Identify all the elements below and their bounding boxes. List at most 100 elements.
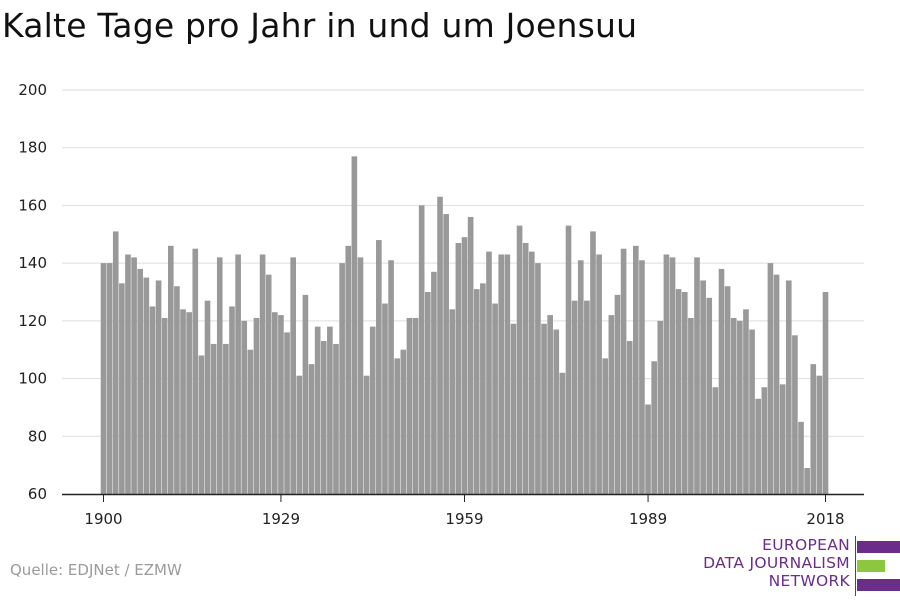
bar-1972	[541, 323, 547, 494]
logo-bar-middle	[857, 560, 885, 572]
x-tick-label-1989: 1989	[629, 510, 667, 528]
bar-1916	[198, 355, 205, 494]
bar-1913	[180, 309, 186, 494]
bar-chart: 60 80 100 120 140 160 180 200 1900 1929 1959 1989 20…	[18, 81, 864, 528]
bar-1969	[522, 242, 529, 494]
bar-2001	[718, 268, 725, 494]
bar-1979	[584, 300, 590, 494]
bar-1949	[400, 349, 407, 494]
bar-1981	[596, 254, 602, 494]
bar-2007	[755, 398, 762, 494]
bar-1989	[645, 404, 651, 494]
bar-2013	[792, 335, 798, 494]
bar-1921	[229, 306, 235, 494]
bar-1962	[480, 283, 486, 494]
bar-1946	[382, 303, 388, 494]
bar-1986	[626, 341, 633, 494]
bar-2014	[798, 421, 804, 494]
bar-1988	[639, 260, 645, 494]
bar-1963	[486, 251, 492, 494]
bar-2000	[712, 387, 719, 494]
bar-1901	[106, 263, 113, 494]
bar-2002	[724, 286, 731, 494]
bar-1933	[302, 294, 309, 494]
bar-1955	[437, 196, 443, 494]
bar-2016	[810, 364, 817, 494]
x-tick-label-1929: 1929	[262, 510, 300, 528]
bar-1902	[112, 231, 119, 494]
chart-title: Kalte Tage pro Jahr in und um Joensuu	[2, 6, 638, 45]
bar-2003	[730, 317, 737, 494]
bar-2006	[749, 329, 755, 494]
bar-1951	[412, 317, 419, 494]
bar-1985	[620, 248, 627, 494]
bar-1910	[161, 317, 168, 494]
bar-1915	[192, 248, 199, 494]
y-tick-label-120: 120	[18, 312, 47, 330]
bar-1938	[333, 343, 339, 494]
bar-1934	[308, 364, 315, 494]
bar-1914	[186, 312, 192, 494]
bar-1965	[498, 254, 505, 494]
bar-2010	[773, 274, 780, 494]
logo-bar-bottom	[857, 579, 900, 591]
bar-1924	[247, 349, 254, 494]
y-tick-label-200: 200	[18, 81, 47, 99]
y-tick-label-60: 60	[28, 485, 47, 503]
bar-1994	[675, 289, 682, 494]
bar-1980	[590, 231, 596, 494]
bar-2005	[743, 309, 749, 494]
bar-1954	[431, 271, 437, 494]
bar-1983	[608, 315, 615, 494]
x-tick-label-1900: 1900	[84, 510, 122, 528]
bar-1990	[651, 361, 657, 494]
bar-1911	[167, 245, 174, 494]
bar-1932	[296, 375, 303, 494]
bar-2015	[804, 468, 810, 494]
bar-1970	[528, 251, 535, 494]
bar-1931	[290, 257, 296, 494]
bar-1964	[492, 303, 498, 494]
y-tick-label-100: 100	[18, 370, 47, 388]
bar-1923	[241, 320, 248, 494]
bar-1903	[119, 283, 125, 494]
bar-1922	[235, 254, 241, 494]
y-tick-label-160: 160	[18, 196, 47, 214]
source-note: Quelle: EDJNet / EZMW	[10, 561, 182, 579]
bar-1997	[694, 257, 700, 494]
bar-2009	[767, 263, 774, 494]
bar-1974	[553, 329, 560, 494]
bar-1999	[706, 297, 713, 494]
bar-2011	[779, 384, 786, 494]
bar-1948	[394, 358, 401, 494]
bar-2018	[822, 292, 829, 494]
bar-1935	[314, 326, 321, 494]
bar-1978	[577, 260, 584, 494]
bar-1968	[516, 225, 523, 494]
bar-1975	[559, 372, 566, 494]
bar-2017	[816, 375, 823, 494]
bar-1920	[223, 343, 229, 494]
bar-1927	[265, 274, 272, 494]
bar-1940	[345, 245, 352, 494]
bar-1995	[681, 292, 688, 494]
bar-1960	[467, 216, 474, 494]
bar-1991	[657, 320, 664, 494]
bar-1961	[473, 289, 480, 494]
bar-1928	[272, 312, 278, 494]
bar-1984	[614, 294, 621, 494]
bar-1992	[663, 254, 670, 494]
bar-1929	[278, 315, 284, 494]
bar-1944	[369, 326, 376, 494]
bar-2004	[737, 320, 743, 494]
bar-1976	[565, 225, 572, 494]
x-tick-label-2018: 2018	[806, 510, 844, 528]
bar-1977	[571, 300, 578, 494]
bar-1996	[688, 317, 694, 494]
bar-1905	[131, 257, 137, 494]
bar-1947	[388, 260, 394, 494]
bar-1907	[143, 277, 150, 494]
bar-1925	[253, 317, 260, 494]
bar-1930	[284, 332, 290, 494]
logo-line-2: DATA JOURNALISM	[703, 554, 850, 572]
